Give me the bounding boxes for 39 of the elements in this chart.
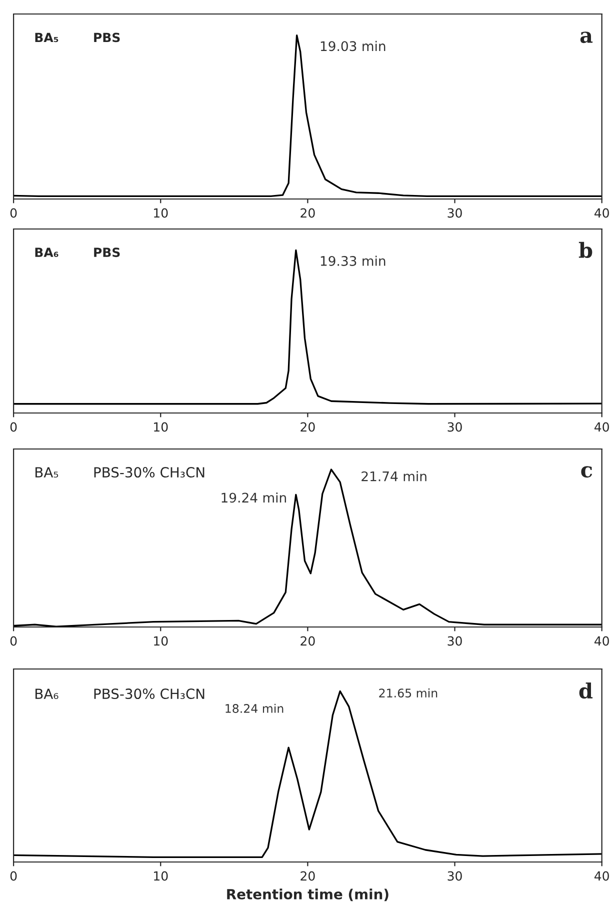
- annotation: 19.24 min: [222, 492, 286, 503]
- x-tick-label: 30: [448, 636, 462, 646]
- x-tick-label: 10: [154, 636, 168, 646]
- x-tick-label: 20: [300, 636, 315, 646]
- x-tick-label: 10: [154, 208, 168, 218]
- x-tick-label: 10: [154, 871, 168, 881]
- x-tick-label: 40: [594, 208, 609, 218]
- x-axis-title: Retention time (min): [227, 888, 388, 902]
- annotation: a: [580, 32, 593, 44]
- annotation: BA₆: [36, 688, 58, 700]
- x-tick-label: 20: [300, 208, 315, 218]
- annotation: PBS-30% CH₃CN: [94, 688, 204, 700]
- annotation: PBS: [94, 248, 120, 258]
- annotation: 19.03 min: [320, 40, 386, 52]
- annotation: 19.33 min: [320, 256, 386, 266]
- annotation: BA₅: [36, 467, 58, 478]
- annotation: PBS-30% CH₃CN: [94, 467, 204, 478]
- x-tick-label: 40: [594, 636, 609, 646]
- annotation: d: [579, 682, 593, 699]
- x-tick-label: 30: [448, 208, 462, 218]
- x-tick-label: 0: [10, 636, 17, 646]
- x-tick-label: 10: [154, 422, 168, 432]
- x-tick-label: 40: [594, 422, 609, 432]
- x-tick-label: 30: [448, 422, 462, 432]
- annotation: 21.74 min: [362, 471, 426, 482]
- annotation: PBS: [94, 32, 120, 42]
- annotation: BA₅: [35, 32, 58, 42]
- x-tick-label: 40: [594, 871, 609, 881]
- x-tick-label: 0: [10, 422, 17, 432]
- annotation: 21.65 min: [379, 688, 438, 698]
- annotation: BA₆: [35, 248, 58, 258]
- x-tick-label: 0: [10, 871, 17, 881]
- annotation: 18.24 min: [226, 704, 284, 713]
- annotation: b: [578, 242, 592, 258]
- annotation: c: [581, 466, 592, 478]
- x-tick-label: 20: [300, 871, 315, 881]
- x-tick-label: 30: [448, 871, 462, 881]
- x-tick-label: 20: [300, 422, 315, 432]
- x-tick-label: 0: [10, 208, 17, 218]
